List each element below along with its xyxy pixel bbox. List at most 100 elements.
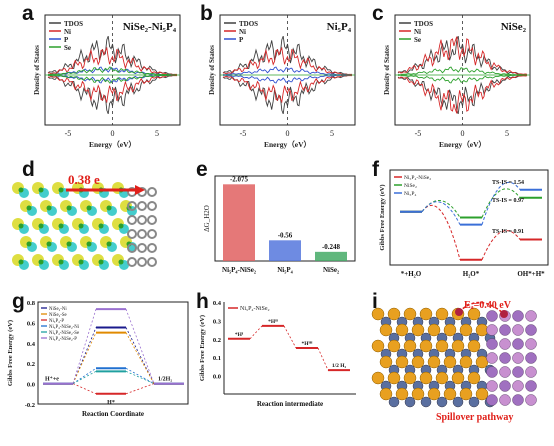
transition-path [421,201,461,225]
atom-ni [387,307,401,321]
atom-se [86,205,92,211]
atom-ni [475,355,489,369]
atom-ni [147,257,157,267]
atom-ni [443,323,457,337]
connector-line [125,308,155,384]
connector-line [249,325,263,340]
atom-se [486,324,498,336]
hydrogen-atom [500,310,508,318]
atom-se [486,394,498,406]
atom-se [118,259,124,265]
intermediate-label: 1/2 H₂ [332,363,347,369]
legend-label: Ni₅P₄-P [49,319,64,324]
panel-letter-h: h [196,290,209,313]
dos-title: NiSe₂ [501,21,527,33]
atom-ni [147,201,157,211]
atom-se [38,187,44,193]
atom-se [525,310,537,322]
x-tick-label: 0 [461,129,465,138]
atom-ni [419,307,433,321]
x-axis-label: Energy（eV） [264,139,311,149]
charge-transfer-label: 0.38 e [68,172,100,187]
atom-ni [451,339,465,353]
atom-ni [419,339,433,353]
bar-value-label: -0.56 [278,231,293,239]
y-axis-label: Density of States [33,45,41,95]
x-axis-label: Reaction Coordinate [82,410,144,418]
atom-ni [411,355,425,369]
dos-title: NiSe₂-Ni₅P₄ [123,21,177,33]
atom-ni [467,339,481,353]
atom-ni [459,323,473,337]
atom-se [106,241,112,247]
plot-frame [389,169,549,266]
atom-ni [147,215,157,225]
legend-label: TDOS [64,20,83,28]
atom-ni [475,323,489,337]
legend-label: TDOS [414,20,433,28]
intermediate-free-energy-chart: 0.4 0.3 0.2 0.1 0.0 *Hᴵ *Hᴵᴵ *Hᴵᴵᴵ 1/2 H₂ Ni₅P₄-N… [199,300,356,408]
dos-curve-down [222,75,353,104]
atom-se [525,324,537,336]
bar-value-label: -2.075 [230,175,249,183]
dos-curve-up [47,46,178,75]
panel-letter-a: a [22,2,34,25]
atom-ni [371,339,385,353]
y-axis-label: Gibbs Free Energy (eV) [379,184,386,250]
barrier-label: Eₐ=0.40 eV [464,300,512,311]
atom-ni [427,323,441,337]
atom-se [46,241,52,247]
atom-ni [467,307,481,321]
atom-se [512,338,524,350]
atom-ni [403,307,417,321]
legend-label: Ni₅P₄-NiSe₂-Se [49,331,79,336]
y-tick-label: 0.0 [27,382,35,389]
x-category-label: 1/2H₂ [158,377,172,383]
plot-frame [37,301,189,405]
connector-line [125,332,155,384]
atom-ni [427,355,441,369]
atom-se [58,259,64,265]
atom-se [499,352,511,364]
x-tick-label: -5 [415,129,422,138]
atom-ni [371,307,385,321]
water-dissociation-chart: Ni₅P₄-NiSe₂ NiSe₂ Ni₅P₄ TS-IS = 1.54 TS-IS =… [379,169,549,278]
atom-se [525,338,537,350]
atom-se [26,205,32,211]
atom-se [486,380,498,392]
x-axis-label: Energy（eV） [439,139,486,149]
atom-p [468,396,480,408]
connector-line [317,347,329,371]
intermediate-label: *Hᴵᴵ [268,319,278,325]
y-tick-label: 0.4 [27,341,36,348]
atom-p [436,396,448,408]
x-tick-label: 0 [111,129,115,138]
atom-se [18,187,24,193]
atom-ni [387,371,401,385]
atom-ni [137,215,147,225]
atom-se [512,310,524,322]
atom-ni [419,371,433,385]
charge-transfer-arrowhead [135,185,145,195]
intermediate-label: *Hᴵᴵᴵ [302,341,314,347]
atom-ni [147,243,157,253]
y-tick-label: 0.2 [27,361,35,368]
panel-letter-b: b [200,2,213,25]
atom-se [486,366,498,378]
x-tick-label: -5 [65,129,72,138]
atom-p [404,396,416,408]
category-label: Ni₅P₄ [277,266,293,274]
legend-label: NiSe₂-Se [49,313,67,318]
atom-ni [127,215,137,225]
atom-ni [443,387,457,401]
atom-ni [395,355,409,369]
legend-label: Se [64,44,71,52]
y-axis-label: Gibbs Free Energy (eV) [7,320,14,386]
y-tick-label: 0.2 [213,337,221,344]
atom-se [38,223,44,229]
atom-se [499,366,511,378]
dos-curve-down [47,74,178,115]
atom-ni [147,229,157,239]
charge-density-illustration: 0.38 e [12,172,157,270]
atom-p [452,396,464,408]
